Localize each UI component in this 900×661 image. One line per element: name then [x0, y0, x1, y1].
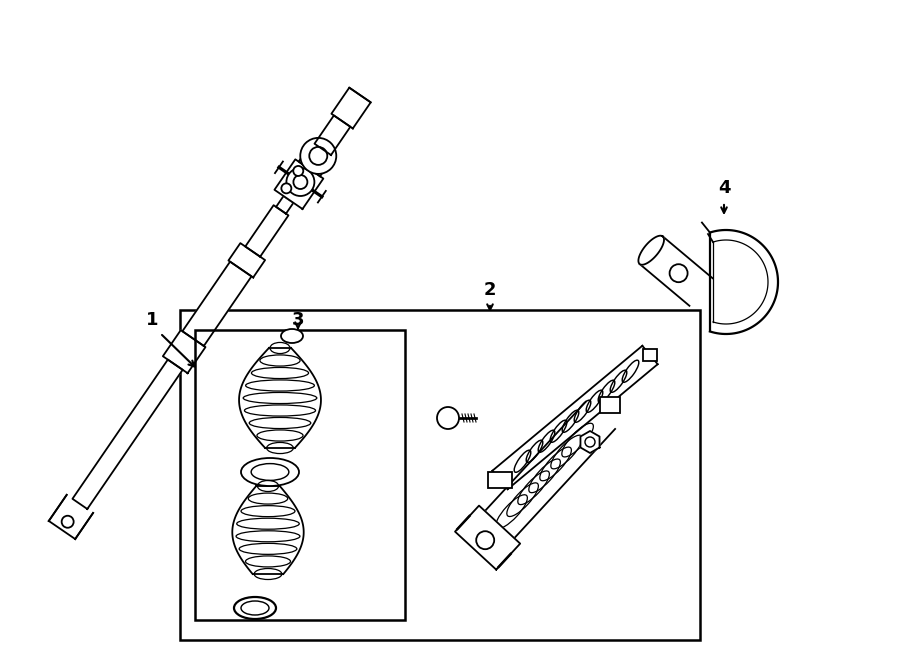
Polygon shape	[73, 360, 183, 509]
Circle shape	[670, 264, 688, 282]
Circle shape	[282, 183, 292, 194]
Bar	[180, 310, 700, 640]
Circle shape	[476, 531, 494, 549]
Polygon shape	[183, 262, 251, 346]
Text: 3: 3	[292, 311, 304, 329]
Circle shape	[437, 407, 459, 429]
Polygon shape	[485, 402, 615, 538]
Circle shape	[286, 168, 314, 196]
Polygon shape	[163, 330, 205, 373]
Bar	[600, 397, 620, 413]
Polygon shape	[239, 348, 321, 448]
Bar	[195, 330, 405, 620]
Text: 4: 4	[718, 179, 730, 197]
Polygon shape	[638, 236, 664, 265]
Polygon shape	[710, 230, 778, 334]
Ellipse shape	[241, 458, 299, 486]
Polygon shape	[246, 205, 289, 256]
Circle shape	[293, 166, 303, 176]
Ellipse shape	[281, 329, 303, 343]
Polygon shape	[299, 142, 334, 176]
Polygon shape	[274, 159, 323, 209]
Text: 1: 1	[146, 311, 158, 329]
Polygon shape	[492, 346, 658, 489]
Polygon shape	[455, 506, 520, 570]
Polygon shape	[314, 116, 350, 155]
Circle shape	[62, 516, 74, 527]
Text: 2: 2	[484, 281, 496, 299]
Polygon shape	[276, 196, 293, 214]
Polygon shape	[331, 88, 371, 128]
Polygon shape	[49, 495, 93, 539]
Bar	[488, 472, 512, 488]
Circle shape	[301, 138, 337, 174]
Polygon shape	[580, 431, 599, 453]
Polygon shape	[232, 486, 303, 574]
Bar	[643, 349, 657, 361]
Ellipse shape	[234, 597, 276, 619]
Polygon shape	[229, 243, 266, 278]
